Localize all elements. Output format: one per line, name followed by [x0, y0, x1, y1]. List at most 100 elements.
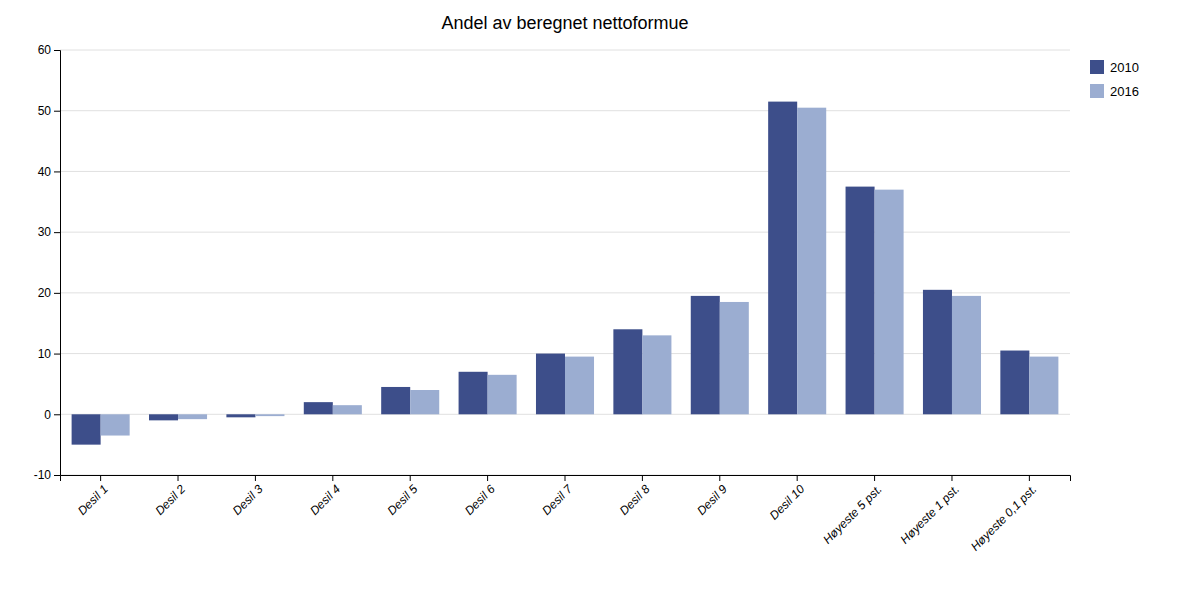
tick-label: Desil 3: [230, 482, 266, 518]
tick-mark: [255, 475, 256, 481]
bar: [565, 357, 594, 415]
tick-mark: [54, 171, 60, 172]
x-axis: Desil 1 Desil 2 Desil 3 Desil 4 Desil 5 Desil…: [61, 475, 1071, 554]
bar: [923, 290, 952, 414]
tick-label: 10: [38, 347, 52, 361]
tick-label: -10: [34, 468, 52, 482]
tick: 10: [38, 347, 60, 361]
grid-line: [60, 110, 1070, 111]
tick: Desil 5: [385, 475, 421, 518]
grid-line: [60, 171, 1070, 172]
tick-label: Desil 2: [152, 482, 188, 518]
tick-label: 50: [38, 104, 52, 118]
tick: 60: [38, 43, 60, 57]
bar-series: [72, 102, 1030, 445]
bar: [1000, 351, 1029, 415]
tick: Desil 7: [539, 475, 576, 518]
tick-label: Desil 5: [385, 482, 421, 518]
bar: [1029, 357, 1058, 415]
axis-line: [61, 476, 1071, 482]
legend-item: 2010: [1090, 60, 1139, 75]
tick: 0: [44, 408, 60, 422]
grid-line: [60, 292, 1070, 293]
tick: Desil 1: [75, 475, 111, 518]
bar: [613, 329, 642, 414]
tick-mark: [565, 475, 566, 481]
bar: [691, 296, 720, 414]
tick-mark: [410, 475, 411, 481]
bar: [304, 402, 333, 414]
legend-label: 2016: [1110, 84, 1139, 99]
tick-mark: [54, 293, 60, 294]
tick: Desil 3: [230, 475, 266, 518]
bars: [72, 102, 1059, 445]
tick: 50: [38, 104, 60, 118]
tick: 40: [38, 165, 60, 179]
bar: [149, 414, 178, 420]
legend: 2010 2016: [1090, 60, 1139, 99]
bar: [846, 187, 875, 415]
bar: [255, 414, 284, 416]
tick-mark: [54, 50, 60, 51]
tick-label: Desil 4: [307, 482, 343, 518]
tick-label: 60: [38, 43, 52, 57]
y-axis: -10 0 10 20 30 40 50 60: [34, 43, 61, 482]
tick: Høyeste 0,1 pst.: [968, 475, 1040, 554]
tick-mark: [54, 475, 60, 476]
bar: [333, 405, 362, 414]
tick: -10: [34, 468, 60, 482]
tick-label: Høyeste 1 pst.: [898, 482, 963, 547]
tick-label: 30: [38, 225, 52, 239]
bar: [226, 414, 255, 417]
title: Andel av beregnet nettoformue: [441, 13, 688, 33]
tick: 20: [38, 286, 60, 300]
bar-series: [101, 108, 1059, 436]
bar: [459, 372, 488, 415]
chart: -100102030405060Desil 1Desil 2Desil 3Des…: [0, 0, 1200, 595]
bar: [536, 354, 565, 415]
tick-mark: [951, 475, 952, 481]
grid: [60, 50, 1070, 475]
bar: [642, 335, 671, 414]
bar: [410, 390, 439, 414]
plot: -100102030405060Desil 1Desil 2Desil 3Des…: [34, 43, 1071, 553]
tick: Høyeste 5 pst.: [820, 475, 885, 547]
axis-line: [54, 51, 61, 476]
tick-mark: [100, 475, 101, 481]
tick: Desil 2: [152, 475, 188, 518]
bar: [875, 190, 904, 415]
tick-mark: [54, 232, 60, 233]
tick-mark: [54, 414, 60, 415]
tick-mark: [874, 475, 875, 481]
tick-label: Desil 1: [75, 482, 111, 518]
bar: [952, 296, 981, 414]
bar: [797, 108, 826, 415]
bar: [720, 302, 749, 414]
tick-label: Desil 9: [694, 482, 730, 518]
bar: [72, 414, 101, 444]
tick-mark: [1029, 475, 1030, 481]
bar: [178, 414, 207, 419]
legend-swatch: [1090, 84, 1104, 98]
tick-label: Desil 8: [617, 482, 653, 518]
tick: Høyeste 1 pst.: [898, 475, 963, 547]
tick: 30: [38, 225, 60, 239]
tick: Desil 6: [462, 475, 498, 518]
tick-label: Høyeste 0,1 pst.: [968, 482, 1040, 554]
tick-mark: [719, 475, 720, 481]
bar: [381, 387, 410, 414]
tick-label: Desil 10: [767, 482, 808, 523]
legend-label: 2010: [1110, 60, 1139, 75]
tick: Desil 4: [307, 475, 343, 518]
tick-label: Høyeste 5 pst.: [820, 482, 885, 547]
tick-mark: [54, 354, 60, 355]
tick: Desil 10: [767, 475, 808, 523]
tick-mark: [642, 475, 643, 481]
tick-label: Desil 6: [462, 482, 498, 518]
tick-mark: [54, 111, 60, 112]
grid-line: [60, 232, 1070, 233]
legend-swatch: [1090, 60, 1104, 74]
bar: [101, 414, 130, 435]
tick-mark: [797, 475, 798, 481]
tick-label: 40: [38, 165, 52, 179]
